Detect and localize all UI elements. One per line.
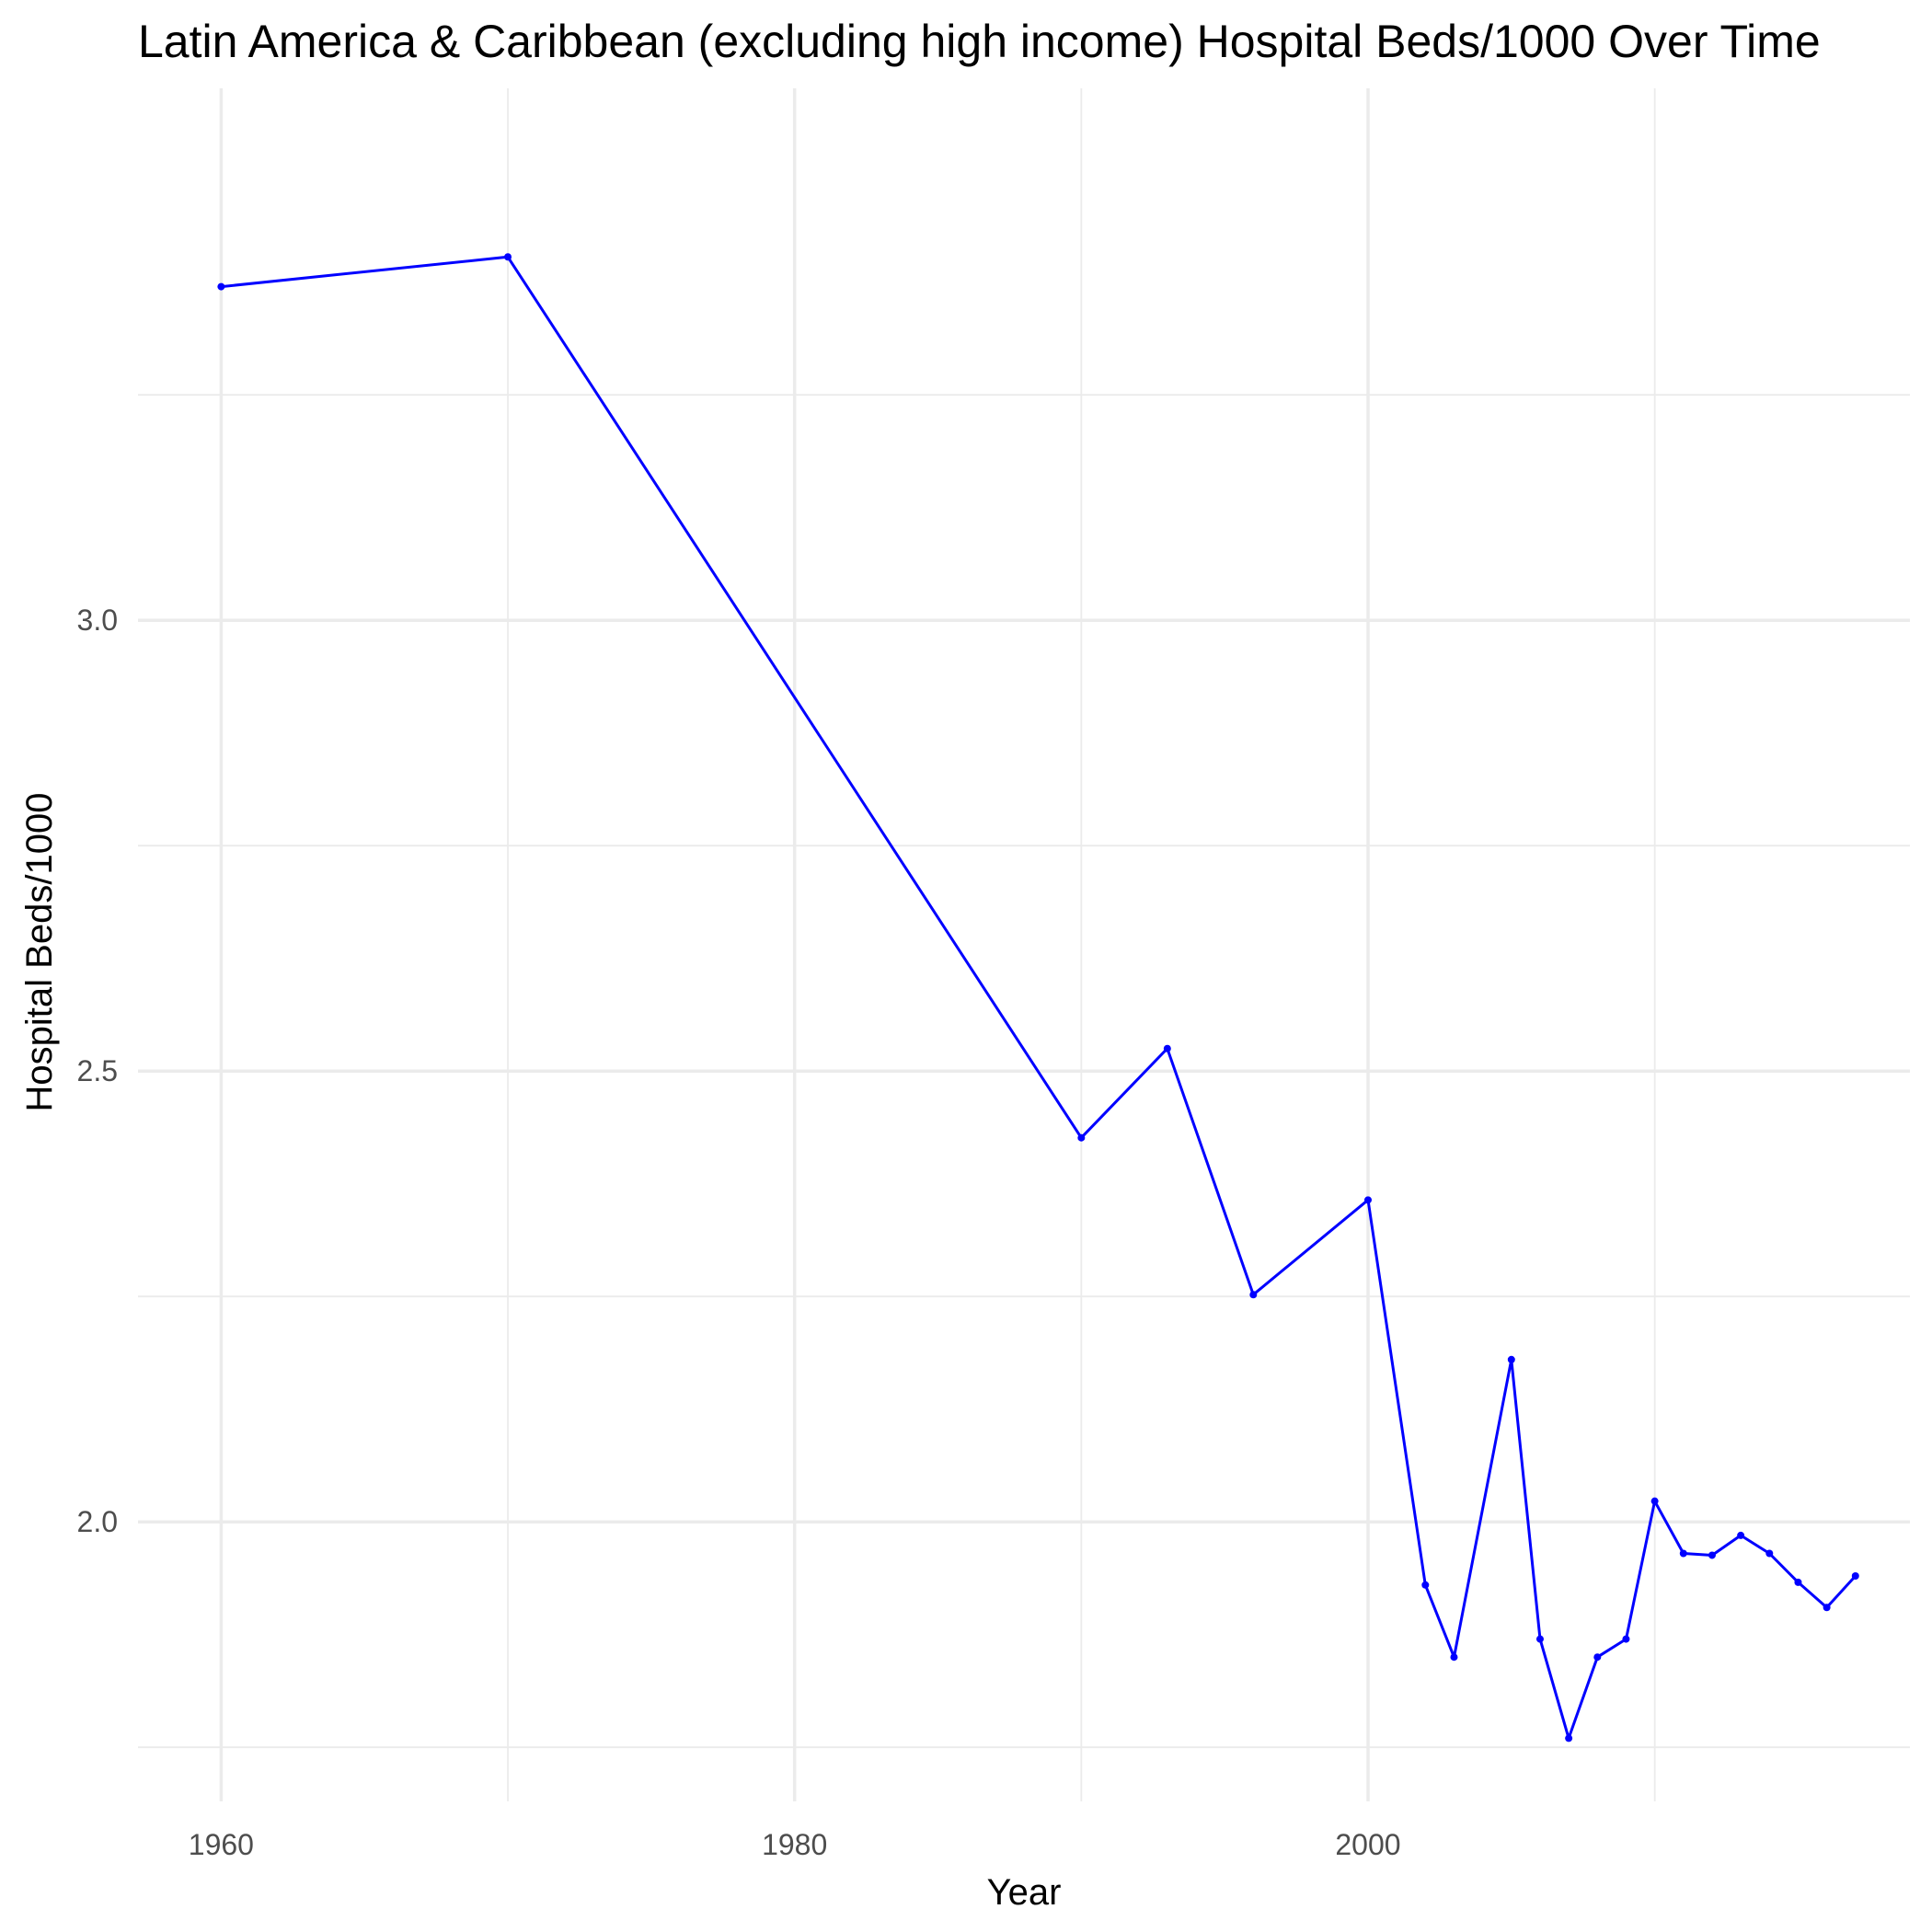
data-point [1249, 1291, 1258, 1299]
data-point [1708, 1551, 1716, 1559]
data-point [1650, 1497, 1659, 1505]
chart-title: Latin America & Caribbean (excluding hig… [138, 16, 1821, 67]
x-tick-label: 1960 [189, 1828, 254, 1861]
data-point [1077, 1133, 1086, 1142]
data-point [1794, 1578, 1802, 1586]
x-tick-label: 1980 [762, 1828, 827, 1861]
y-tick-label: 2.0 [77, 1505, 118, 1538]
grid [138, 88, 1910, 1801]
series-line [221, 255, 1857, 1740]
data-point [1622, 1635, 1630, 1643]
data-point [1765, 1549, 1774, 1558]
data-point [504, 253, 512, 261]
x-tick-label: 2000 [1335, 1828, 1400, 1861]
data-point [1507, 1355, 1515, 1363]
x-axis-label: Year [987, 1872, 1062, 1913]
data-point [1163, 1044, 1171, 1052]
data-point [1593, 1653, 1602, 1662]
data-point [1535, 1635, 1544, 1643]
data-point [1737, 1531, 1745, 1539]
y-axis-label: Hospital Beds/1000 [19, 793, 60, 1112]
y-tick-label: 3.0 [77, 604, 118, 637]
x-axis-ticks: 1960 1980 2000 [189, 1828, 1401, 1861]
data-point [1823, 1604, 1831, 1612]
data-point [1450, 1653, 1458, 1662]
data-point [217, 282, 225, 291]
data-point [1679, 1549, 1687, 1558]
data-point [1421, 1581, 1430, 1589]
y-tick-label: 2.5 [77, 1054, 118, 1087]
y-axis-ticks: 2.0 2.5 3.0 [77, 604, 118, 1538]
series-layer [217, 253, 1859, 1742]
data-point [1565, 1734, 1573, 1742]
data-point [1851, 1572, 1859, 1580]
data-point [1363, 1196, 1372, 1204]
